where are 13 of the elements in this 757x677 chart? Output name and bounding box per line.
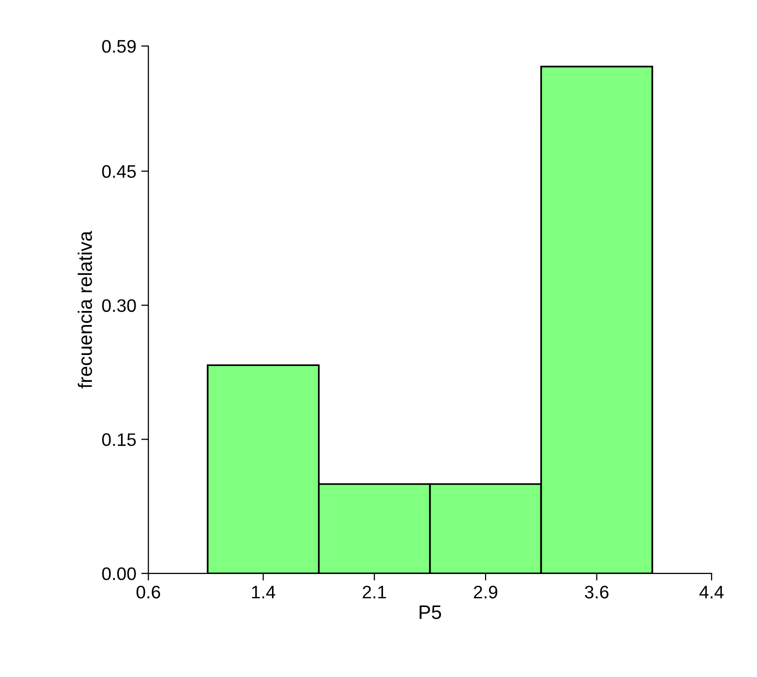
x-tick-label: 0.6: [136, 586, 160, 598]
x-tick-label: 4.4: [699, 586, 724, 598]
x-tick-label: 3.6: [584, 586, 608, 598]
y-tick-label: 0.00: [102, 567, 136, 580]
x-tick-label: 1.4: [252, 586, 276, 598]
y-axis-title: frecuencia relativa: [78, 230, 92, 388]
x-tick-label: 2.1: [362, 586, 386, 598]
x-tick-label: 2.9: [474, 586, 498, 598]
x-axis-title: P5: [420, 606, 442, 620]
y-tick-label: 0.15: [102, 433, 136, 446]
y-tick-label: 0.30: [102, 299, 136, 312]
y-tick-label: 0.59: [102, 40, 136, 53]
y-tick-label: 0.45: [102, 165, 136, 178]
